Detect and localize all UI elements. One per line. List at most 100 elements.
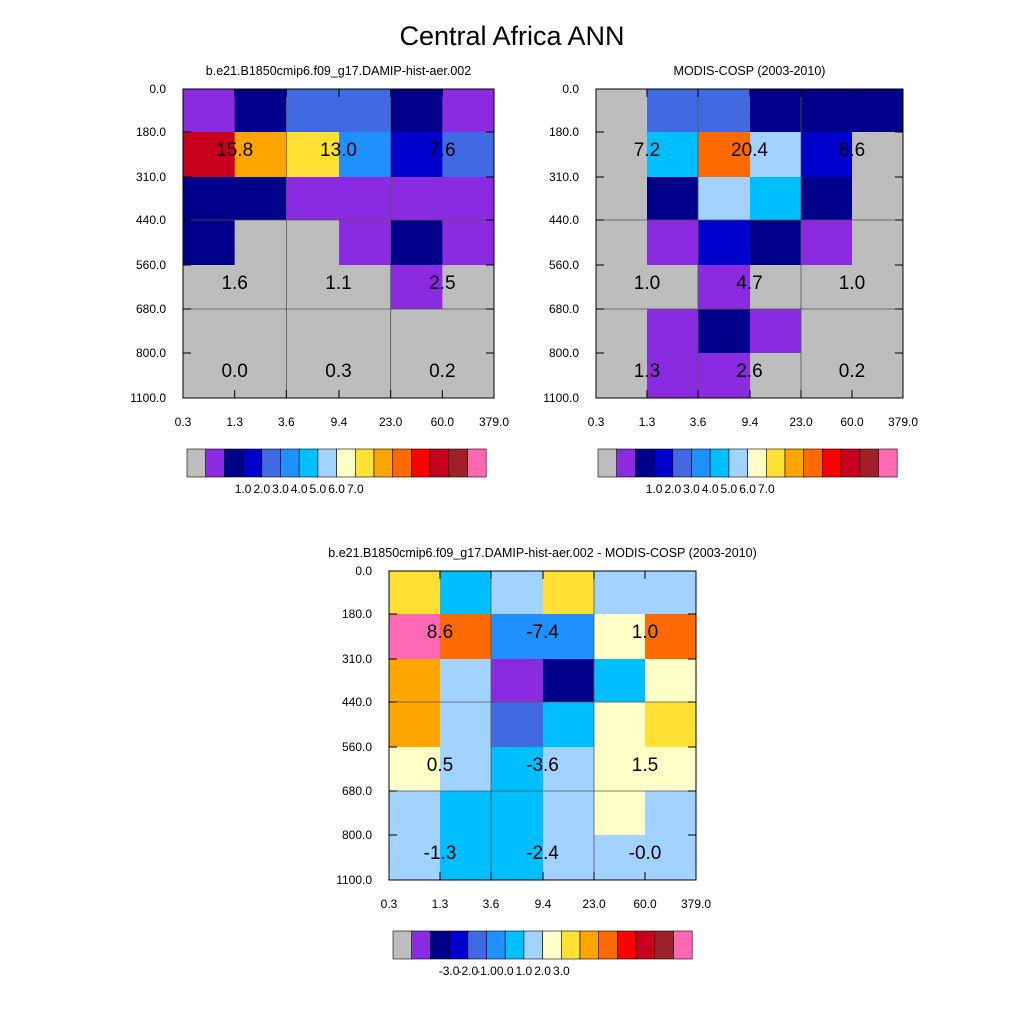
colorbar-swatch [411, 930, 431, 960]
heatmap-cell [698, 220, 751, 266]
heatmap-cell [339, 353, 392, 399]
heatmap-cell [183, 220, 236, 266]
x-tick-label: 9.4 [331, 415, 348, 429]
heatmap-cell [339, 177, 392, 221]
heatmap-cell [491, 791, 544, 836]
x-tick-label: 60.0 [840, 415, 864, 429]
colorbar-label: 2.0 [664, 482, 681, 496]
colorbar-label: 5.0 [721, 482, 738, 496]
colorbar-swatch [224, 448, 244, 478]
data-label: -3.6 [526, 755, 559, 776]
colorbar-swatch [261, 448, 281, 478]
y-tick-label: 800.0 [136, 346, 166, 360]
colorbar-swatch [205, 448, 225, 478]
data-label: -1.3 [424, 843, 457, 864]
x-tick-label: 379.0 [888, 415, 918, 429]
heatmap-cell [390, 132, 443, 178]
colorbar-swatch [859, 448, 879, 478]
heatmap-cell [596, 220, 648, 266]
chart-title: b.e21.B1850cmip6.f09_g17.DAMIP-hist-aer.… [328, 546, 756, 560]
chart-model: b.e21.B1850cmip6.f09_g17.DAMIP-hist-aer.… [130, 64, 509, 496]
heatmap-cell [234, 353, 287, 399]
x-tick-label: 9.4 [535, 897, 552, 911]
heatmap-cell [543, 747, 595, 792]
data-label: -0.0 [629, 843, 662, 864]
heatmap-cell [286, 220, 340, 266]
heatmap-cell [390, 265, 443, 310]
x-tick-label: 60.0 [633, 897, 657, 911]
x-tick-label: 0.3 [588, 415, 605, 429]
heatmap-cell [442, 132, 495, 178]
colorbar-label: 3.0 [553, 964, 570, 978]
colorbar-swatch [392, 448, 412, 478]
heatmap-cell [491, 659, 544, 703]
colorbar-swatch [298, 448, 319, 478]
colorbar-swatch [803, 448, 823, 478]
heatmap-cell [183, 265, 236, 310]
colorbar-swatch [354, 448, 375, 478]
heatmap-cell [286, 132, 340, 178]
heatmap-cell [645, 747, 697, 792]
heatmap-cell [491, 614, 544, 660]
x-tick-label: 23.0 [379, 415, 403, 429]
heatmap-cell [750, 132, 802, 178]
heatmap-cell [852, 220, 904, 266]
data-label: 7.6 [429, 140, 455, 161]
colorbar-label: 2.0 [253, 482, 270, 496]
colorbar-swatch [654, 930, 674, 960]
x-tick-label: 3.6 [483, 897, 500, 911]
heatmap-cell [389, 702, 441, 748]
heatmap-cell [286, 309, 340, 354]
y-tick-label: 1100.0 [543, 391, 579, 405]
heatmap-cell [491, 747, 544, 792]
heatmap-cell [183, 353, 236, 399]
data-label: 6.6 [839, 140, 865, 161]
data-label: 8.6 [427, 622, 453, 643]
data-label: 0.5 [427, 755, 453, 776]
heatmap-cell [596, 177, 648, 221]
figure-title: Central Africa ANN [399, 21, 624, 51]
data-label: 2.5 [429, 273, 455, 294]
y-tick-label: 0.0 [149, 82, 166, 96]
colorbar-label: 7.0 [758, 482, 775, 496]
heatmap-cell [440, 571, 492, 615]
heatmap-cell [543, 835, 595, 881]
colorbar-swatch [411, 448, 431, 478]
x-tick-label: 23.0 [582, 897, 606, 911]
colorbar-label: -1.0 [476, 964, 497, 978]
heatmap-cell [698, 132, 751, 178]
colorbar-swatch [373, 448, 394, 478]
y-tick-label: 560.0 [136, 258, 166, 272]
heatmap-cell [234, 265, 287, 310]
chart-title: MODIS-COSP (2003-2010) [674, 64, 826, 78]
heatmap-cell [389, 791, 441, 836]
heatmap-cell [491, 702, 544, 748]
heatmap-cell [647, 89, 699, 133]
heatmap-cell [390, 309, 443, 354]
heatmap-cell [645, 791, 697, 836]
heatmap-cell [440, 702, 492, 748]
data-label: -7.4 [526, 622, 559, 643]
heatmap-cell [234, 89, 287, 133]
y-tick-label: 680.0 [136, 302, 166, 316]
heatmap-cell [852, 309, 904, 354]
heatmap-cell [698, 89, 751, 133]
heatmap-cell [339, 220, 392, 266]
heatmap-cell [389, 614, 441, 660]
data-label: 0.3 [325, 361, 351, 382]
y-tick-label: 310.0 [342, 652, 372, 666]
data-label: 15.8 [216, 140, 253, 161]
heatmap-cell [801, 309, 853, 354]
heatmap-cell [594, 791, 646, 836]
heatmap-cell [440, 791, 492, 836]
y-tick-label: 180.0 [549, 125, 579, 139]
x-tick-label: 0.3 [175, 415, 192, 429]
data-label: 7.2 [634, 140, 660, 161]
colorbar-swatch [542, 930, 562, 960]
data-label: 1.5 [632, 755, 658, 776]
y-tick-label: 440.0 [549, 213, 579, 227]
heatmap-cell [390, 177, 443, 221]
chart-diff: b.e21.B1850cmip6.f09_g17.DAMIP-hist-aer.… [328, 546, 756, 978]
x-tick-label: 3.6 [278, 415, 295, 429]
heatmap-cell [339, 309, 392, 354]
